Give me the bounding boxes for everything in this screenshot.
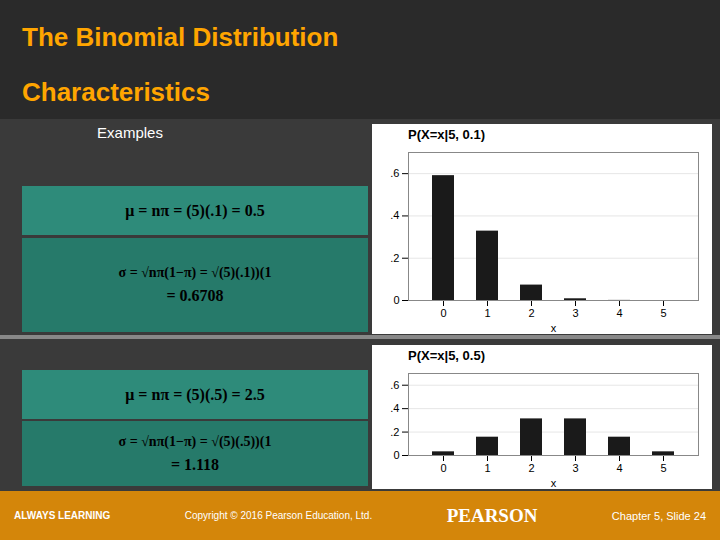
html-text:μ = nπ = (5)(.5) = 2.5: μ = nπ = (5)(.5) = 2.5 [125,385,265,403]
svg-text:.2: .2 [390,252,399,264]
svg-text:.4: .4 [390,209,399,221]
svg-text:2: 2 [528,462,534,474]
svg-text:3: 3 [572,462,578,474]
svg-text:4: 4 [616,462,622,474]
html-text:μ = nπ = (5)(.1) = 0.5: μ = nπ = (5)(.1) = 0.5 [125,201,265,219]
svg-text:0: 0 [440,307,446,319]
svg-text:2: 2 [528,307,534,319]
html-text:P(X=x|5, 0.1): P(X=x|5, 0.1) [408,127,485,142]
html-text:P(X=x|5, 0.5): P(X=x|5, 0.5) [408,348,485,363]
svg-text:.2: .2 [390,426,399,438]
svg-text:5: 5 [660,307,666,319]
svg-text:4: 4 [616,307,622,319]
svg-text:1: 1 [484,307,490,319]
html-text:Characteristics: Characteristics [22,77,210,107]
svg-text:x: x [551,477,557,489]
svg-text:.4: .4 [390,402,399,414]
html-text:Chapter 5, Slide 24: Chapter 5, Slide 24 [611,509,706,522]
html-text:= 0.6708: = 0.6708 [166,287,224,304]
html-text:Examples: Examples [97,124,163,141]
html-text:ALWAYS LEARNING: ALWAYS LEARNING [14,510,111,521]
svg-text:.6: .6 [390,379,399,391]
svg-text:0: 0 [393,449,399,461]
svg-text:1: 1 [484,462,490,474]
html-text:PEARSON: PEARSON [446,504,538,526]
html-text:The Binomial Distribution: The Binomial Distribution [22,22,339,52]
html-text:σ = √nπ(1−π) = √(5)(.5))(1: σ = √nπ(1−π) = √(5)(.5))(1 [118,433,272,449]
svg-text:0: 0 [440,462,446,474]
svg-text:.6: .6 [390,167,399,179]
html-text:Copyright © 2016 Pearson Educa: Copyright © 2016 Pearson Education, Ltd. [184,510,373,521]
svg-text:5: 5 [660,462,666,474]
svg-text:3: 3 [572,307,578,319]
svg-text:0: 0 [393,294,399,306]
html-text:= 1.118: = 1.118 [170,455,220,473]
html-text:σ = √nπ(1−π) = √(5)(.1))(1: σ = √nπ(1−π) = √(5)(.1))(1 [118,265,272,280]
svg-text:x: x [551,322,557,334]
